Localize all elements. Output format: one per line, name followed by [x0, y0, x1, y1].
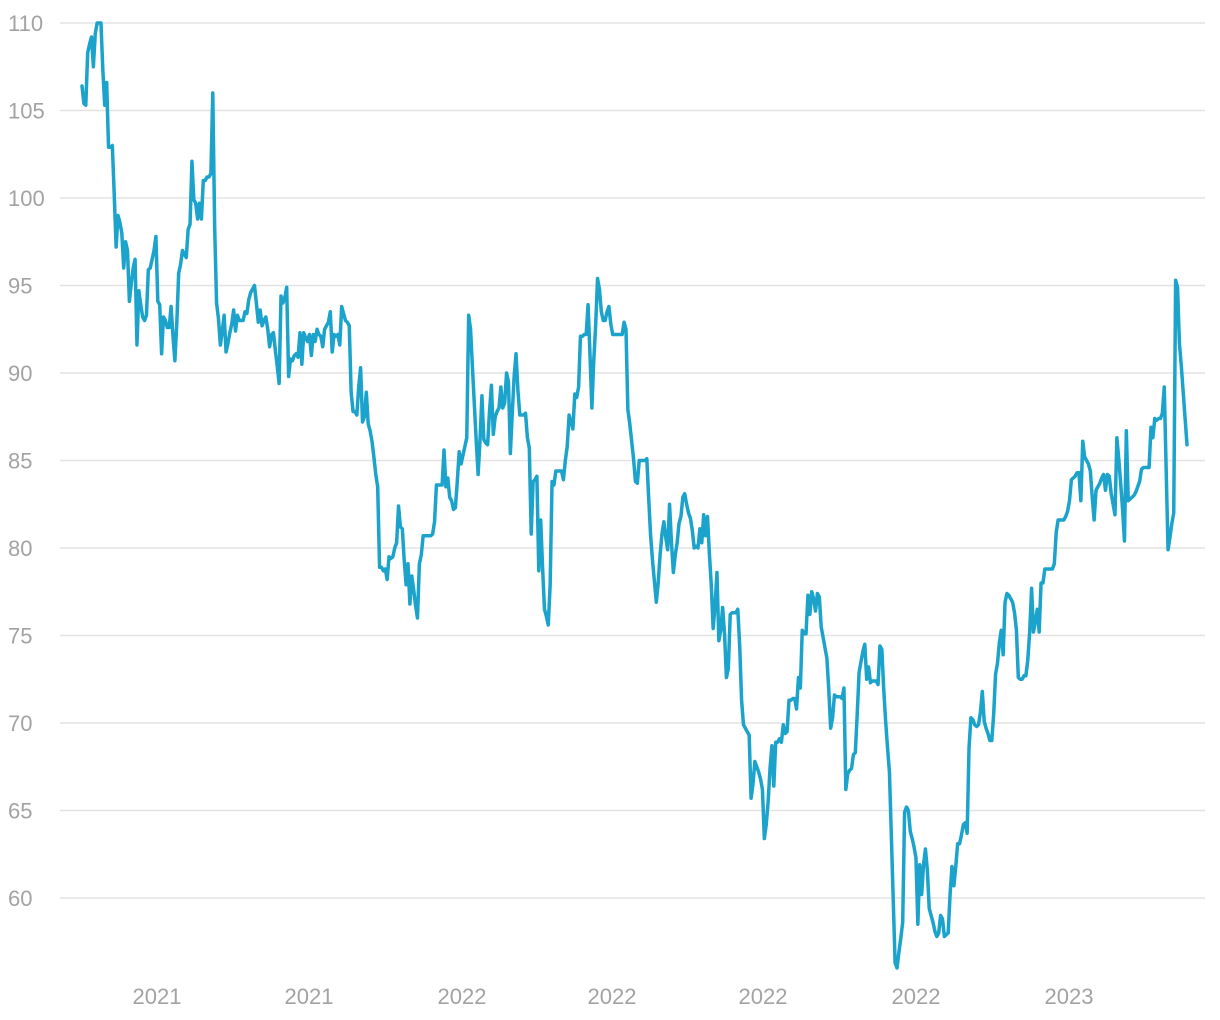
y-tick-label: 80 [8, 536, 32, 561]
x-tick-label: 2023 [1045, 984, 1094, 1009]
x-tick-label: 2021 [285, 984, 334, 1009]
x-tick-label: 2022 [438, 984, 487, 1009]
y-tick-label: 85 [8, 449, 32, 474]
series-line-0 [80, 21, 1189, 970]
y-tick-label: 100 [8, 186, 45, 211]
y-tick-label: 90 [8, 361, 32, 386]
y-tick-label: 60 [8, 886, 32, 911]
x-axis-tick-labels: 2021 2021 2022 2022 2022 2022 2023 [133, 984, 1094, 1009]
y-tick-label: 75 [8, 624, 32, 649]
x-tick-label: 2022 [892, 984, 941, 1009]
y-axis-tick-labels: 60 65 70 75 80 85 90 95 100 105 110 [8, 11, 45, 911]
series-layer [80, 21, 1189, 970]
y-tick-label: 105 [8, 99, 45, 124]
x-tick-label: 2022 [739, 984, 788, 1009]
y-tick-label: 70 [8, 711, 32, 736]
y-tick-label: 110 [8, 11, 43, 36]
y-tick-label: 65 [8, 799, 32, 824]
x-tick-label: 2022 [588, 984, 637, 1009]
x-tick-label: 2021 [133, 984, 182, 1009]
y-tick-label: 95 [8, 274, 32, 299]
